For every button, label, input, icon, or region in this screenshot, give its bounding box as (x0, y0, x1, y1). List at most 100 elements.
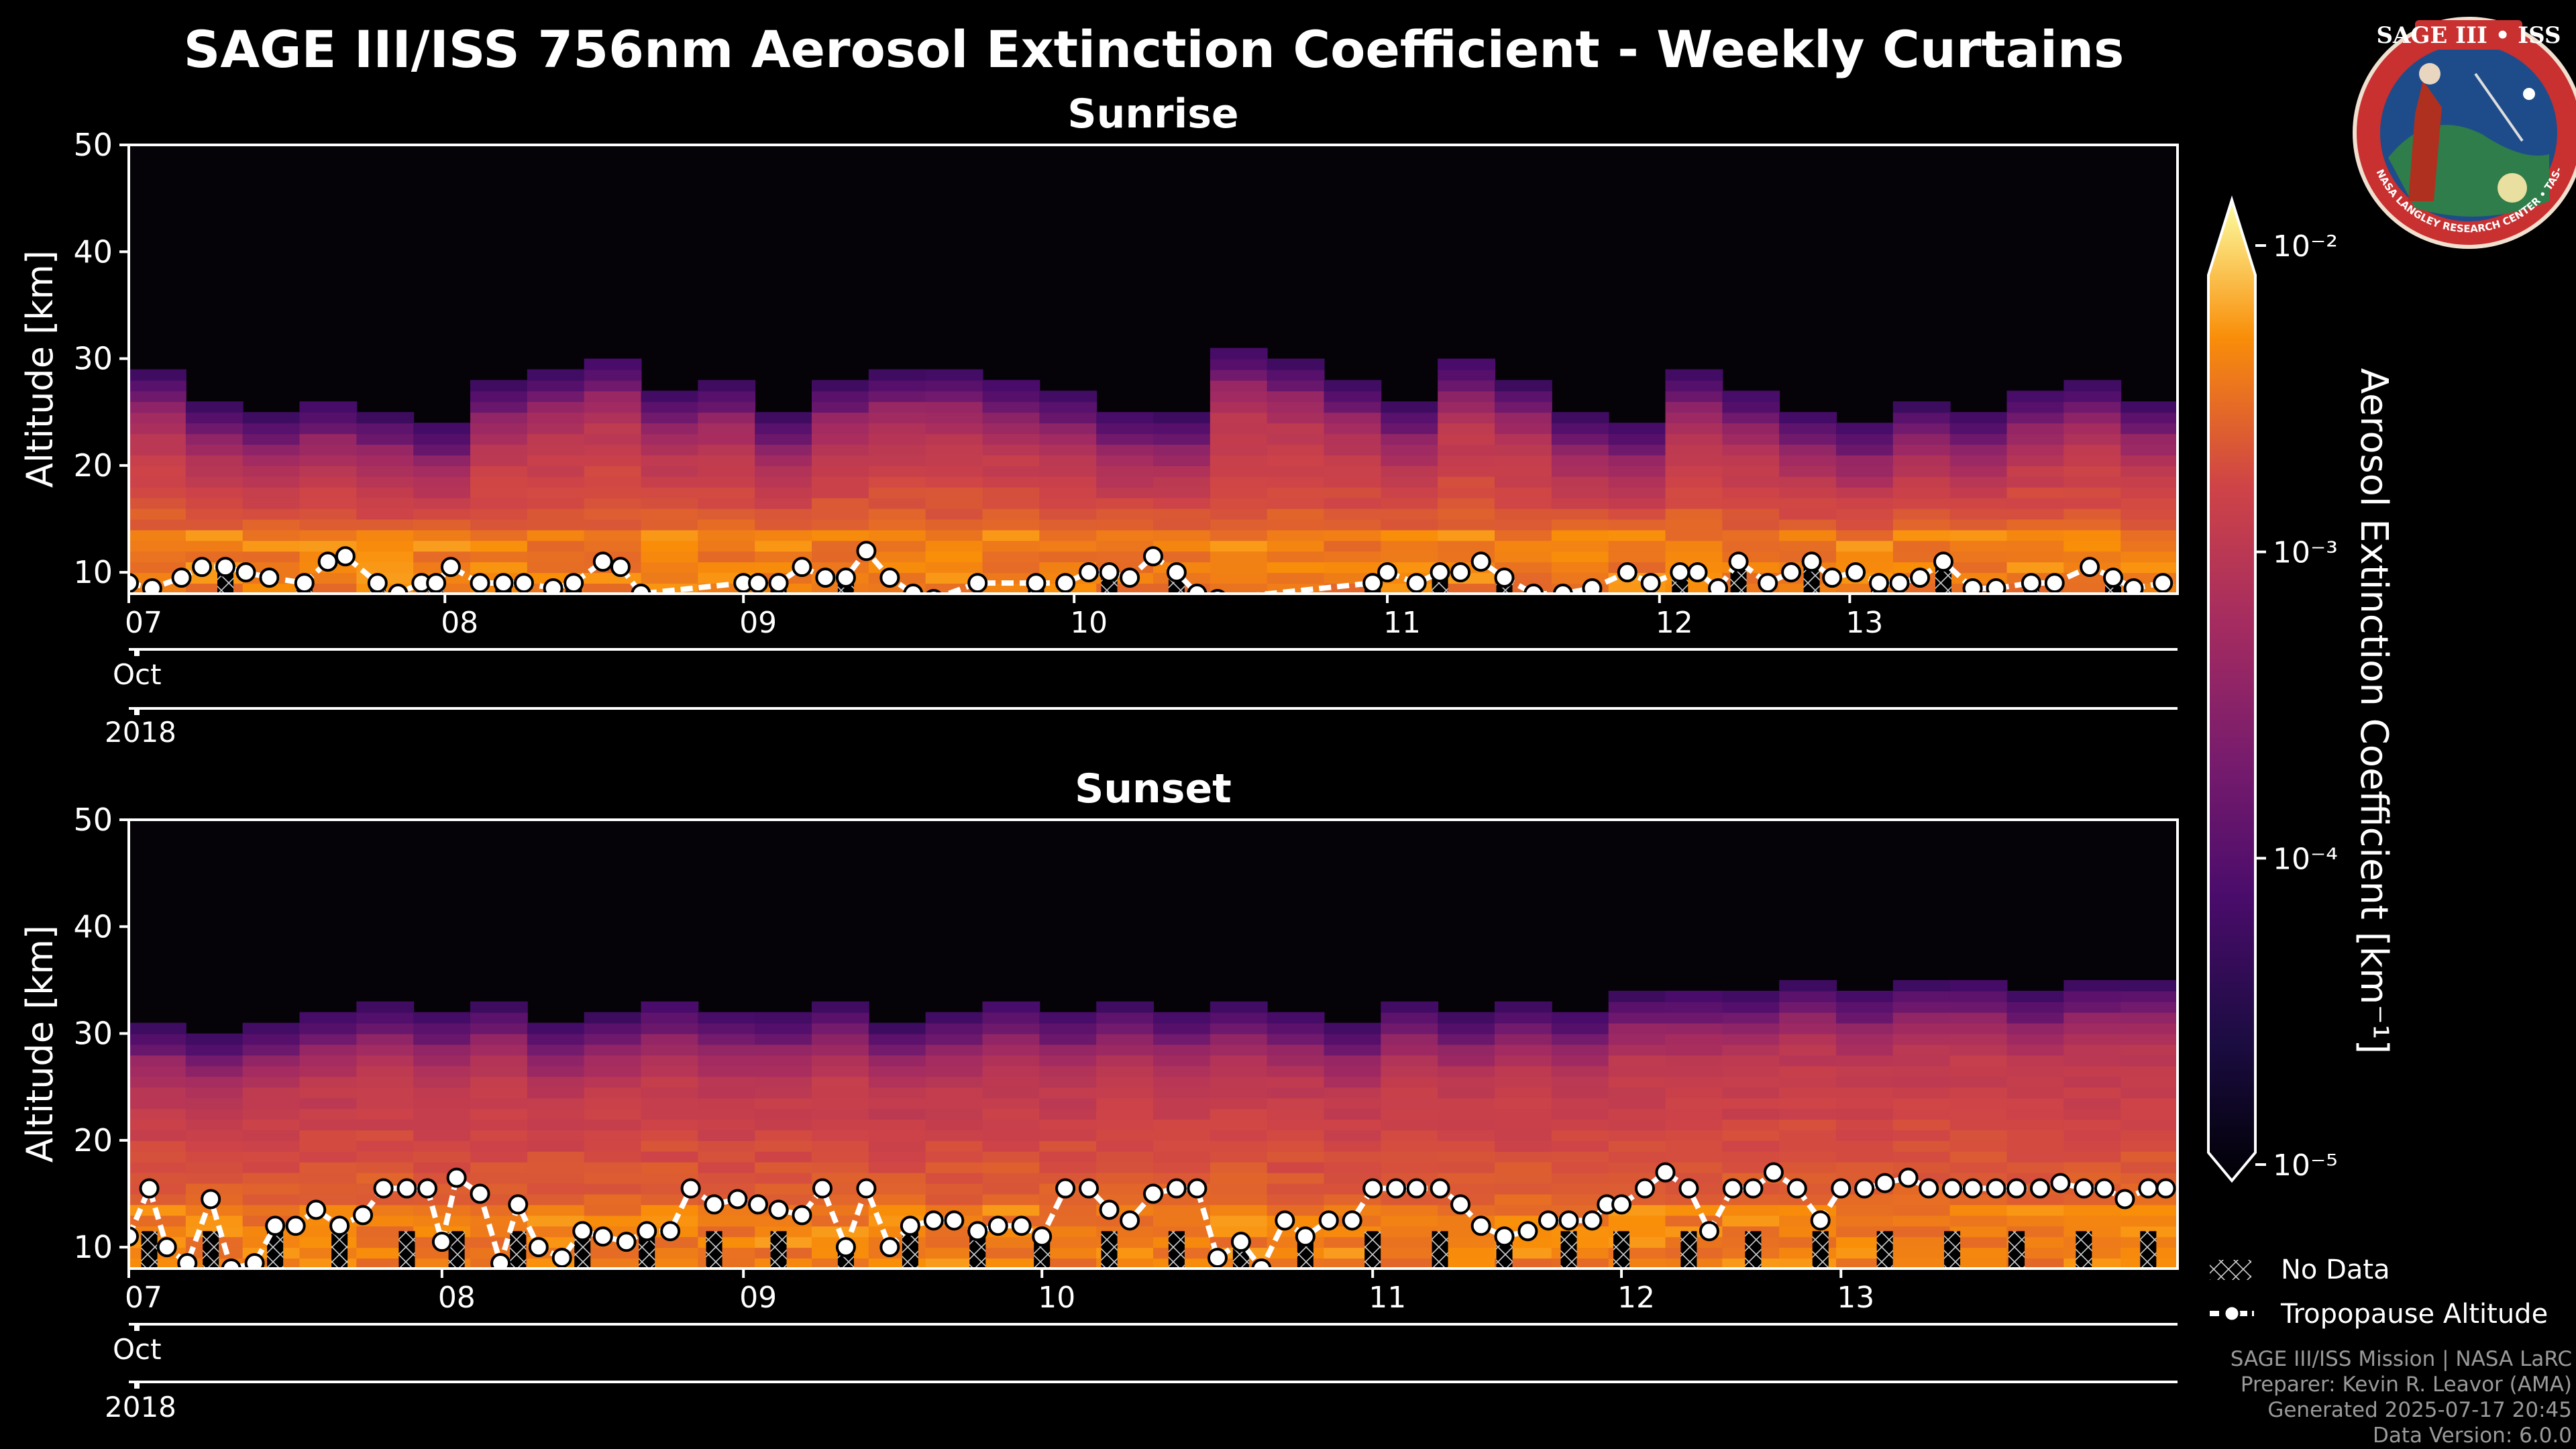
sunset-tropopause-point (1655, 1162, 1676, 1183)
sunset-tropopause-point (373, 1178, 394, 1199)
sunrise-y-label: Altitude [km] (19, 250, 61, 488)
sunset-x-tick-label: 08 (438, 1281, 476, 1315)
sunset-tropopause-point (1538, 1210, 1558, 1231)
sunset-y-axis: 10 20 30 40 50 (73, 802, 129, 1265)
sunset-tropopause-point (1854, 1178, 1875, 1199)
sunset-tropopause-point (1430, 1178, 1450, 1199)
sunset-tropopause-point (285, 1216, 306, 1236)
sunrise-tropopause-point (1406, 573, 1427, 594)
sunset-tropopause-point (987, 1216, 1008, 1236)
sunset-profile-column (299, 1012, 358, 1269)
sunset-y-tick-label: 40 (73, 908, 113, 945)
sunrise-tropopause-point (470, 573, 490, 594)
sunrise-tropopause-point (879, 568, 900, 588)
sunrise-profile-column (1324, 380, 1382, 594)
sunrise-tropopause-point (317, 551, 338, 572)
sunrise-tropopause-point (1617, 562, 1638, 583)
sunset-tropopause-point (1699, 1221, 1719, 1242)
tropopause-legend-marker (2223, 1305, 2241, 1322)
sunrise-y-tick-label: 30 (73, 341, 113, 377)
sunrise-tropopause-point (1868, 573, 1889, 594)
sunrise-tropopause-point (440, 557, 461, 578)
sunrise-tropopause-point (1758, 573, 1778, 594)
footer-mission: SAGE III/ISS Mission | NASA LaRC (2231, 1347, 2572, 1371)
sunrise-tropopause-point (2044, 573, 2065, 594)
sunset-tropopause-point (528, 1237, 549, 1258)
sunrise-tropopause-point (1494, 568, 1515, 588)
badge-title: SAGE III • ISS (2376, 22, 2561, 49)
sunset-x-tick-label: 10 (1038, 1281, 1075, 1315)
sunrise-tropopause-point (903, 584, 924, 594)
sunrise-tropopause-point (493, 573, 514, 594)
sunrise-tropopause-point (1055, 573, 1076, 594)
sunset-panel: Sunset 10 20 30 40 50 Altitude [km] 07 08 09 10… (19, 765, 2179, 1424)
sunset-tropopause-point (1810, 1210, 1831, 1231)
sunrise-tropopause-point (1933, 551, 1953, 572)
legend-no-data-label: No Data (2281, 1254, 2390, 1285)
sunrise-tropopause-point (192, 557, 213, 578)
sunrise-tropopause-point (171, 568, 192, 588)
sunset-tropopause-point (637, 1221, 657, 1242)
sunrise-profile-column (698, 380, 756, 594)
colorbar-ticks: 10⁻² 10⁻³ 10⁻⁴ 10⁻⁵ (2255, 229, 2338, 1183)
sunset-tropopause-point (221, 1258, 241, 1269)
star-icon (2523, 88, 2535, 100)
sunrise-profile-column (1665, 369, 1723, 594)
sunset-tropopause-point (748, 1194, 769, 1215)
sunset-tropopause-point (1295, 1226, 1316, 1247)
sunset-tropopause-point (1230, 1232, 1251, 1252)
sunset-tropopause-point (1678, 1178, 1699, 1199)
sunset-tropopause-point (1032, 1226, 1053, 1247)
sunrise-x-tick-label: 13 (1845, 606, 1883, 640)
sunset-profile-column (1665, 990, 1723, 1269)
sunset-tropopause-point (1342, 1210, 1362, 1231)
sunrise-tropopause-point (1728, 551, 1749, 572)
footer-generated: Generated 2025-07-17 20:45 (2267, 1398, 2572, 1422)
sunrise-profile-column (1551, 412, 1609, 594)
sunset-tropopause-point (156, 1237, 177, 1258)
sunrise-profile-column (1949, 412, 2008, 594)
sunrise-tropopause-point (426, 573, 447, 594)
sunrise-tropopause-point (1362, 573, 1383, 594)
sunset-x-tick-label: 12 (1617, 1281, 1655, 1315)
sunrise-tropopause-point (1430, 562, 1450, 583)
sunset-tropopause-point (879, 1237, 900, 1258)
sunset-tropopause-point (2155, 1178, 2176, 1199)
sunset-tropopause-point (2006, 1178, 2027, 1199)
sunset-tropopause-point (2138, 1178, 2159, 1199)
moon-icon (2498, 173, 2527, 203)
sunrise-profile-column (1096, 412, 1154, 594)
sunset-tropopause-point (1362, 1178, 1383, 1199)
sunset-profile-column (1495, 1001, 1552, 1269)
sunrise-tropopause-point (1143, 546, 1163, 567)
sunrise-profile-column (1153, 412, 1211, 594)
sunset-x-tick-label: 13 (1837, 1281, 1874, 1315)
sunrise-y-tick-label: 50 (73, 127, 113, 163)
sunrise-tropopause-point (1166, 562, 1187, 583)
sunrise-tropopause-point (2080, 557, 2100, 578)
sunrise-tropopause-point (1910, 568, 1931, 588)
sunrise-x-tick-label: 09 (739, 606, 777, 640)
sunset-tropopause-point (129, 1226, 139, 1247)
sunset-tropopause-point (572, 1221, 593, 1242)
sunrise-tropopause-point (294, 573, 315, 594)
sunset-profile-column (2006, 990, 2065, 1269)
sunset-y-tick-label: 20 (73, 1122, 113, 1159)
sunrise-profile-column (470, 380, 528, 594)
sunset-tropopause-point (306, 1199, 327, 1220)
sunrise-month-label: Oct (113, 658, 162, 691)
sunrise-tropopause-point (543, 578, 564, 594)
sunrise-profile-column (527, 369, 585, 594)
sunset-tropopause-point (244, 1253, 265, 1269)
sunset-tropopause-point (1318, 1210, 1339, 1231)
sunset-profile-column (925, 1012, 983, 1269)
sunrise-tropopause-point (335, 546, 356, 567)
colorbar-gradient (2207, 195, 2257, 1183)
sunrise-tropopause-point (748, 573, 769, 594)
sunset-tropopause-point (856, 1178, 877, 1199)
sunset-year-label: 2018 (105, 1391, 176, 1424)
sunrise-tropopause-point (1986, 578, 2006, 594)
sunset-tropopause-point (417, 1178, 438, 1199)
sunset-tropopause-point (1942, 1178, 1963, 1199)
